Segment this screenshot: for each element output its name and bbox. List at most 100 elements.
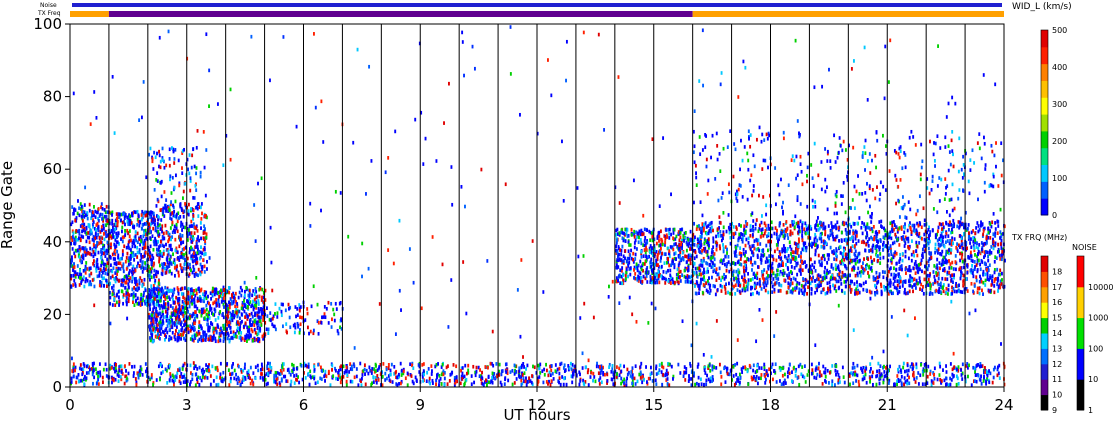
data-point [266, 372, 269, 376]
data-point [267, 331, 270, 335]
data-point [231, 295, 234, 299]
data-point [206, 267, 208, 271]
data-point [308, 382, 311, 387]
data-point [168, 207, 171, 212]
data-point [227, 320, 230, 325]
data-point [75, 237, 78, 242]
data-point [622, 259, 625, 263]
data-point [619, 268, 622, 273]
data-point [786, 374, 789, 379]
data-point [985, 380, 988, 384]
data-point [543, 372, 546, 377]
data-point [683, 268, 686, 273]
data-point [225, 329, 228, 334]
data-point [193, 321, 196, 326]
data-point [987, 268, 990, 273]
data-point [615, 244, 617, 249]
data-point [864, 372, 867, 377]
data-point [518, 374, 521, 378]
data-point [154, 228, 157, 233]
data-point [319, 365, 322, 370]
data-point [657, 270, 660, 274]
data-point [261, 334, 264, 339]
data-point [144, 228, 147, 233]
data-point [681, 246, 684, 251]
data-point [220, 300, 223, 304]
data-point [728, 230, 731, 235]
data-point [653, 254, 656, 259]
data-point [106, 210, 109, 214]
data-point [649, 250, 652, 254]
data-point [715, 234, 718, 239]
data-point [226, 336, 229, 341]
data-point [312, 331, 315, 336]
data-point [993, 365, 996, 370]
data-point [228, 300, 230, 305]
data-point [397, 372, 400, 377]
data-point [166, 289, 169, 293]
data-point [160, 326, 163, 330]
data-point [169, 243, 172, 248]
data-point [818, 236, 821, 241]
data-point [170, 191, 173, 195]
data-point [780, 263, 783, 267]
data-point [639, 237, 642, 242]
data-point [783, 372, 786, 377]
data-point [205, 296, 208, 301]
data-point [965, 287, 968, 291]
data-point [109, 263, 112, 268]
data-point [162, 211, 165, 215]
data-point [174, 230, 176, 234]
data-point [188, 300, 191, 305]
data-point [248, 319, 251, 324]
data-point [117, 370, 120, 375]
data-point [77, 379, 80, 384]
data-point [647, 255, 649, 259]
data-point [667, 227, 670, 232]
data-point [679, 246, 682, 250]
data-point [673, 242, 676, 247]
data-point [659, 249, 662, 254]
data-point [658, 368, 661, 372]
data-point [381, 374, 384, 379]
data-point [733, 382, 736, 387]
data-point [153, 293, 156, 297]
data-point [549, 364, 552, 369]
data-point [196, 257, 199, 261]
data-point [143, 290, 145, 295]
data-point [72, 273, 75, 278]
data-point [238, 379, 241, 383]
data-point [838, 275, 841, 279]
data-point [915, 240, 918, 245]
data-point [523, 365, 526, 369]
data-point [149, 277, 151, 282]
data-point [685, 266, 688, 271]
data-point [247, 369, 250, 373]
data-point [176, 264, 179, 268]
data-point [979, 267, 982, 272]
data-point [114, 257, 117, 261]
data-point [932, 381, 935, 385]
data-point [979, 362, 982, 366]
data-point [642, 232, 645, 236]
data-point [652, 229, 654, 234]
data-point [349, 379, 352, 384]
data-point [122, 269, 125, 274]
data-point [835, 249, 838, 253]
data-point [168, 232, 171, 237]
data-point [815, 376, 818, 380]
data-point [97, 382, 100, 386]
data-point [216, 324, 219, 328]
data-point [70, 276, 73, 281]
data-point [120, 370, 123, 374]
data-point [136, 286, 139, 291]
data-point [899, 252, 902, 257]
data-point [183, 323, 185, 327]
data-point [240, 338, 243, 342]
data-point [727, 290, 729, 295]
data-point [115, 368, 118, 373]
data-point [166, 316, 169, 321]
data-point [125, 280, 128, 285]
data-point [672, 247, 675, 252]
data-point [268, 317, 271, 322]
